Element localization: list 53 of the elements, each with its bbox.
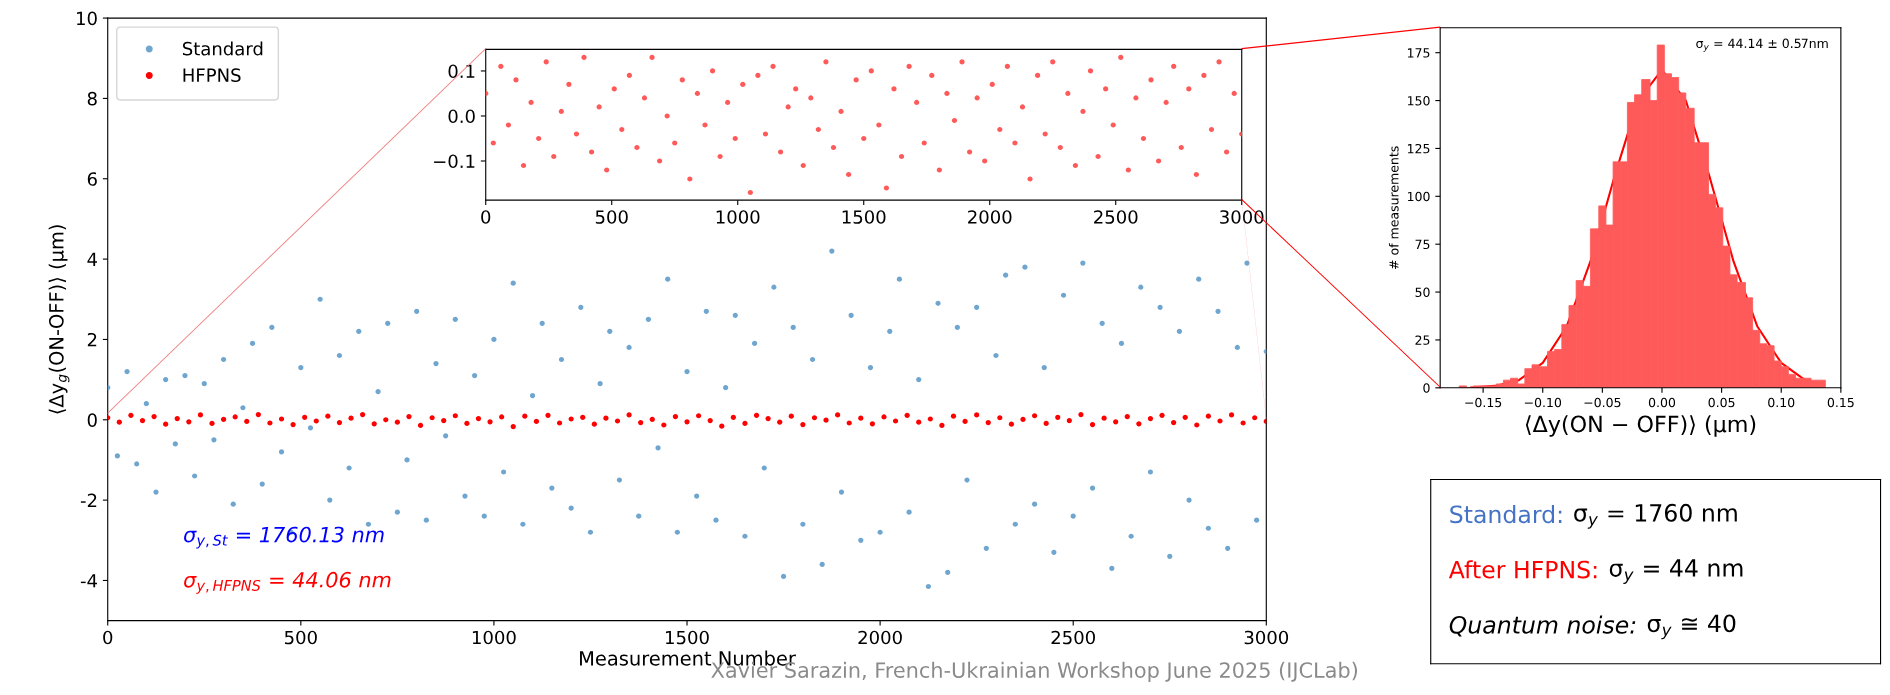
x-tick-label: 1000 xyxy=(472,630,516,645)
x-tick-label: 0 xyxy=(103,630,113,645)
x-tick-label: 2000 xyxy=(968,210,1012,224)
y-tick-label: 75 xyxy=(1415,239,1430,250)
x-tick-label: 0.05 xyxy=(1708,397,1735,408)
y-tick-label: 150 xyxy=(1407,96,1430,106)
legend-label: Standard xyxy=(182,41,263,56)
annotation: σ$_{y,St}$ = 1760.13 nm xyxy=(184,526,384,549)
y-axis-title: ⟨Δy$_{g}$(ON-OFF)⟩ (μm) xyxy=(48,225,70,414)
text: Standard: xyxy=(1450,504,1562,524)
y-tick-label: 0.1 xyxy=(448,64,475,79)
text: σ$_{y}$ = 1760 nm xyxy=(1574,503,1737,529)
x-tick-label: 500 xyxy=(284,630,317,645)
y-tick-label: -4 xyxy=(80,574,97,588)
y-tick-label: 0.0 xyxy=(448,109,475,124)
x-tick-label: 0.00 xyxy=(1648,397,1676,408)
y-tick-label: 6 xyxy=(87,172,97,186)
x-tick-label: 1500 xyxy=(842,210,886,224)
y-tick-label: 25 xyxy=(1415,335,1430,345)
x-tick-label: 1000 xyxy=(716,210,760,224)
y-tick-label: 50 xyxy=(1415,287,1430,297)
x-tick-label: 2000 xyxy=(858,630,902,645)
x-tick-label: 0.15 xyxy=(1827,397,1854,408)
y-tick-label: 4 xyxy=(87,252,97,266)
y-tick-label: 125 xyxy=(1407,143,1430,154)
text: After HFPNS: xyxy=(1448,560,1597,579)
text: σ$_{y}$ = 44 nm xyxy=(1609,559,1743,584)
y-tick-label: -2 xyxy=(80,493,97,507)
y-axis-title: # of measurements xyxy=(1388,146,1399,269)
x-axis-title: ⟨Δy(ON − OFF)⟩ (μm) xyxy=(1525,415,1756,437)
y-tick-label: 0 xyxy=(1423,383,1430,393)
y-tick-label: 0 xyxy=(87,413,97,427)
annotation: σ$_{y}$ = 44.14 ± 0.57nm xyxy=(1696,38,1828,52)
y-tick-label: −0.1 xyxy=(434,154,475,169)
y-tick-label: 10 xyxy=(77,11,97,26)
x-tick-label: −0.05 xyxy=(1584,397,1621,408)
x-tick-label: −0.15 xyxy=(1465,397,1502,408)
text: Quantum noise: xyxy=(1449,615,1636,637)
y-tick-label: 175 xyxy=(1407,48,1430,58)
x-tick-label: 2500 xyxy=(1051,630,1095,645)
x-tick-label: 1500 xyxy=(666,630,709,645)
annotation: σ$_{y,HFPNS}$ = 44.06 nm xyxy=(184,571,391,594)
text: σ$_{y}$ ≅ 40 xyxy=(1647,614,1736,640)
y-tick-label: 2 xyxy=(87,332,97,347)
x-tick-label: 0.10 xyxy=(1768,397,1795,408)
x-tick-label: 3000 xyxy=(1244,630,1289,645)
y-tick-label: 100 xyxy=(1407,191,1430,202)
x-tick-label: −0.10 xyxy=(1524,397,1562,408)
x-tick-label: 500 xyxy=(595,210,628,224)
x-tick-label: 2500 xyxy=(1094,210,1138,224)
y-tick-label: 8 xyxy=(87,91,97,106)
legend-label: HFPNS xyxy=(183,68,241,83)
x-tick-label: 0 xyxy=(481,210,491,224)
